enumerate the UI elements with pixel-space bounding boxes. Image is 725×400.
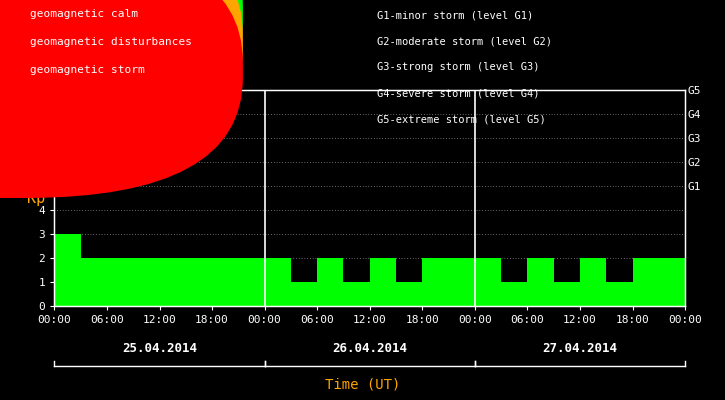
Text: geomagnetic storm: geomagnetic storm — [30, 65, 145, 75]
Bar — [212, 258, 239, 306]
Text: 26.04.2014: 26.04.2014 — [332, 342, 407, 354]
Y-axis label: Kp: Kp — [27, 190, 45, 206]
Text: 27.04.2014: 27.04.2014 — [542, 342, 618, 354]
Bar — [186, 258, 212, 306]
Text: geomagnetic disturbances: geomagnetic disturbances — [30, 37, 192, 47]
Bar — [659, 258, 685, 306]
Bar — [554, 282, 580, 306]
Bar — [133, 258, 160, 306]
Bar — [291, 282, 317, 306]
Text: G5-extreme storm (level G5): G5-extreme storm (level G5) — [377, 114, 546, 124]
Bar — [501, 282, 527, 306]
Bar — [606, 282, 632, 306]
Bar — [449, 258, 475, 306]
Text: G2-moderate storm (level G2): G2-moderate storm (level G2) — [377, 36, 552, 46]
Bar — [527, 258, 554, 306]
Bar — [160, 258, 186, 306]
Text: G1-minor storm (level G1): G1-minor storm (level G1) — [377, 10, 534, 20]
Bar — [396, 282, 422, 306]
Bar — [54, 234, 80, 306]
Bar — [107, 258, 133, 306]
Bar — [475, 258, 501, 306]
Text: G4-severe storm (level G4): G4-severe storm (level G4) — [377, 88, 539, 98]
Bar — [344, 282, 370, 306]
Bar — [317, 258, 344, 306]
Bar — [265, 258, 291, 306]
Bar — [580, 258, 606, 306]
Text: G3-strong storm (level G3): G3-strong storm (level G3) — [377, 62, 539, 72]
Bar — [632, 258, 659, 306]
Text: geomagnetic calm: geomagnetic calm — [30, 9, 138, 19]
Bar — [80, 258, 107, 306]
Text: 25.04.2014: 25.04.2014 — [122, 342, 197, 354]
Bar — [370, 258, 396, 306]
Text: Time (UT): Time (UT) — [325, 378, 400, 392]
Bar — [239, 258, 265, 306]
Bar — [422, 258, 449, 306]
